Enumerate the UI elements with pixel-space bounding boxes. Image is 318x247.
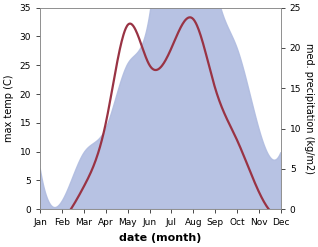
- Y-axis label: max temp (C): max temp (C): [4, 75, 14, 142]
- X-axis label: date (month): date (month): [119, 233, 202, 243]
- Y-axis label: med. precipitation (kg/m2): med. precipitation (kg/m2): [304, 43, 314, 174]
